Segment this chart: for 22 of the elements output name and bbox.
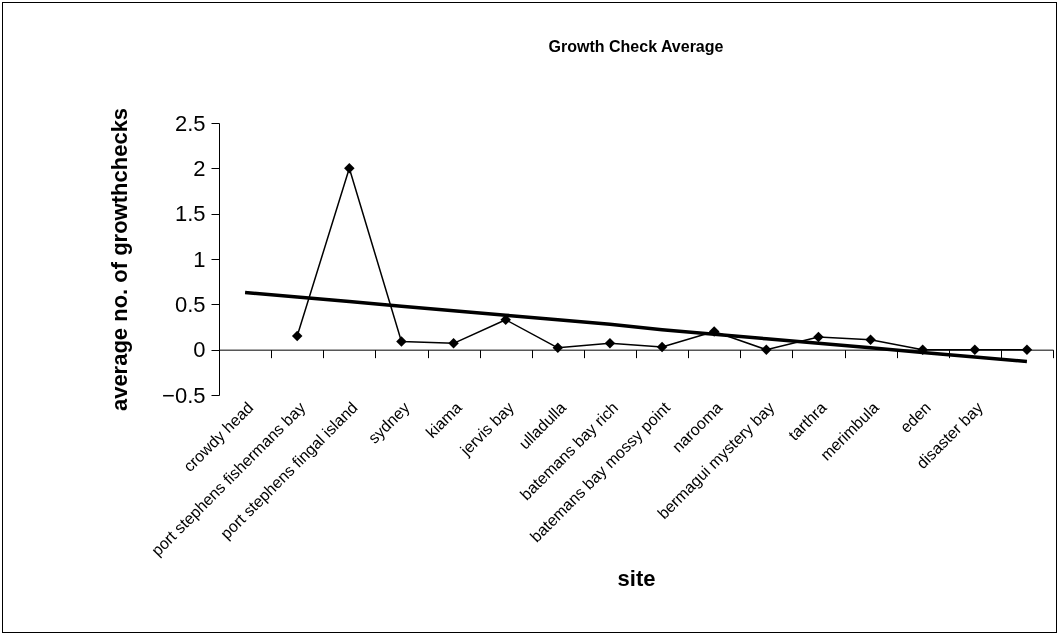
y-tick-label: 1.5 bbox=[174, 201, 206, 227]
point bbox=[656, 341, 668, 353]
point bbox=[813, 331, 824, 343]
y-tick-label: 0 bbox=[193, 337, 206, 363]
point bbox=[969, 344, 981, 355]
point bbox=[448, 338, 459, 349]
chart-title: Growth Check Average bbox=[548, 38, 724, 56]
x-axis-title: site bbox=[617, 566, 656, 592]
point bbox=[865, 334, 876, 345]
y-axis-title: average no. of growthchecks bbox=[107, 107, 133, 412]
point bbox=[761, 344, 772, 355]
point bbox=[396, 336, 407, 347]
point bbox=[344, 163, 355, 174]
point bbox=[552, 342, 564, 354]
point bbox=[1021, 344, 1033, 355]
point bbox=[604, 338, 616, 349]
y-tick-label: 1 bbox=[193, 246, 206, 272]
y-tick-label: 2 bbox=[193, 155, 206, 181]
point bbox=[291, 330, 303, 342]
y-tick-label: 0.5 bbox=[174, 291, 206, 317]
y-tick-label: 2.5 bbox=[174, 110, 206, 136]
y-tick-label: −0.5 bbox=[162, 382, 206, 408]
